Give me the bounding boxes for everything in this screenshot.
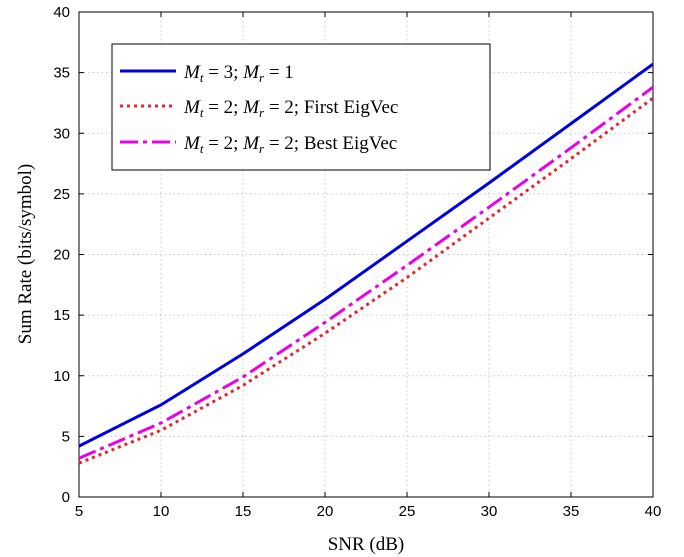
y-tick-label: 35 (53, 65, 70, 82)
y-tick-label: 40 (53, 4, 70, 21)
x-tick-label: 10 (153, 503, 170, 520)
y-tick-label: 15 (53, 307, 70, 324)
y-tick-label: 20 (53, 247, 70, 264)
legend: Mt = 3; Mr = 1 Mt = 2; Mr = 2; First Eig… (111, 43, 491, 171)
y-tick-label: 30 (53, 125, 70, 142)
legend-text-series-3: Best EigVec (304, 133, 397, 154)
legend-label-series-2: Mt = 2; Mr = 2; First EigVec (183, 97, 398, 120)
x-tick-label: 40 (645, 503, 662, 520)
x-tick-label: 5 (75, 503, 83, 520)
x-tick-label: 25 (399, 503, 416, 520)
y-tick-label: 25 (53, 186, 70, 203)
series-line-3 (78, 85, 654, 460)
x-tick-label: 30 (481, 503, 498, 520)
y-tick-label: 10 (53, 368, 70, 385)
x-tick-label: 35 (563, 503, 580, 520)
y-tick-label: 0 (62, 489, 70, 506)
x-axis-label: SNR (dB) (328, 534, 405, 555)
legend-label-series-1: Mt = 3; Mr = 1 (183, 62, 294, 85)
series-lines (78, 62, 654, 465)
legend-box (111, 43, 491, 171)
x-tick-label: 15 (235, 503, 252, 520)
legend-label-series-3: Mt = 2; Mr = 2; Best EigVec (183, 133, 397, 156)
series-line-1 (78, 62, 654, 448)
legend-text-series-2: First EigVec (304, 97, 398, 118)
y-axis-label: Sum Rate (bits/symbol) (15, 164, 36, 345)
x-tick-label: 20 (317, 503, 334, 520)
y-tick-label: 5 (62, 428, 70, 445)
